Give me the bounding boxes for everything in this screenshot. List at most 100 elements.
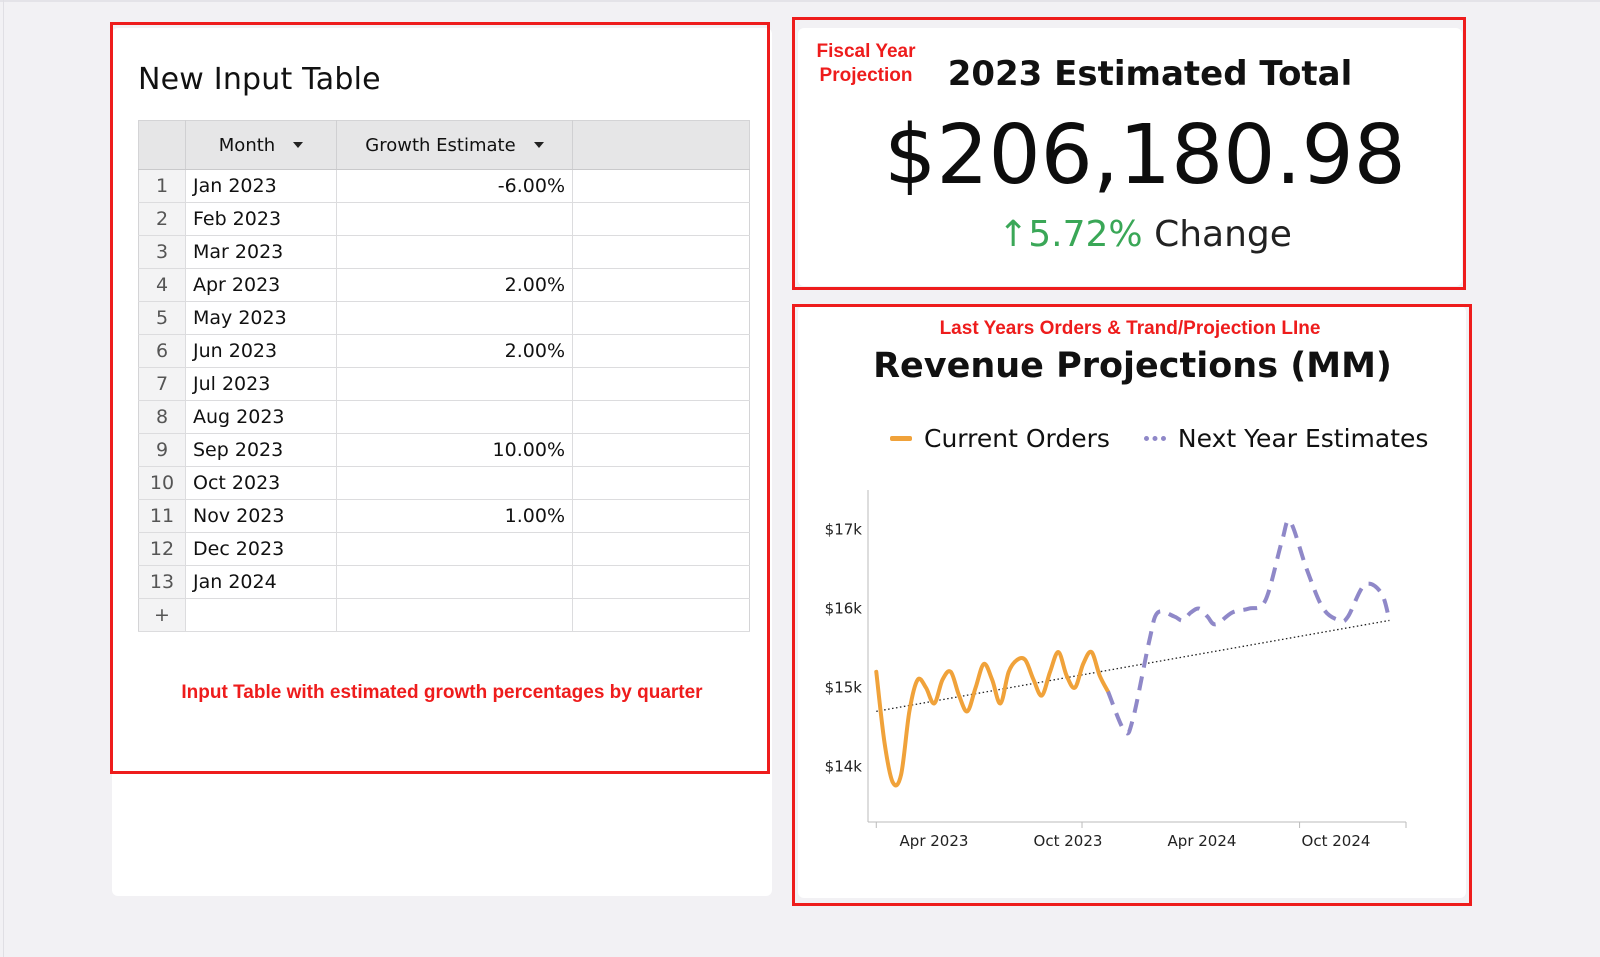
cell-growth-estimate[interactable]: 2.00% <box>336 268 573 302</box>
chart-legend[interactable]: Current Orders Next Year Estimates <box>890 424 1428 453</box>
cell-empty[interactable] <box>572 169 750 203</box>
cell-growth-estimate[interactable] <box>336 532 573 566</box>
table-row[interactable]: 12 Dec 2023 <box>138 532 750 566</box>
kpi-change: ↑5.72% Change <box>810 214 1460 255</box>
kpi-title: 2023 Estimated Total <box>947 54 1353 94</box>
cell-growth-estimate[interactable]: -6.00% <box>336 169 573 203</box>
cell-month[interactable]: Sep 2023 <box>185 433 337 467</box>
cell-month[interactable]: Aug 2023 <box>185 400 337 434</box>
cell-growth-estimate[interactable] <box>336 565 573 599</box>
cell-growth-estimate[interactable]: 1.00% <box>336 499 573 533</box>
cell-month[interactable]: Oct 2023 <box>185 466 337 500</box>
table-row[interactable]: 9 Sep 2023 10.00% <box>138 433 750 467</box>
row-number: 3 <box>138 235 186 269</box>
kpi-card <box>798 28 1462 286</box>
row-number: 5 <box>138 301 186 335</box>
trend-line <box>876 619 1390 712</box>
cell-month[interactable]: Apr 2023 <box>185 268 337 302</box>
chart-title: Revenue Projections (MM) <box>873 346 1392 386</box>
table-row[interactable]: 1 Jan 2023 -6.00% <box>138 169 750 203</box>
column-header-growth[interactable]: Growth Estimate <box>336 120 573 170</box>
add-row[interactable]: + <box>138 598 750 632</box>
table-row[interactable]: 3 Mar 2023 <box>138 235 750 269</box>
cell-month[interactable]: Mar 2023 <box>185 235 337 269</box>
cell-growth-estimate[interactable]: 2.00% <box>336 334 573 368</box>
table-row[interactable]: 13 Jan 2024 <box>138 565 750 599</box>
cell-empty[interactable] <box>185 598 337 632</box>
cell-growth-estimate[interactable]: 10.00% <box>336 433 573 467</box>
cell-month[interactable]: May 2023 <box>185 301 337 335</box>
cell-month[interactable]: Jul 2023 <box>185 367 337 401</box>
legend-item-current-orders[interactable]: Current Orders <box>890 424 1110 453</box>
cell-growth-estimate[interactable] <box>336 235 573 269</box>
y-tick-label: $14k <box>825 758 863 776</box>
input-table-highlight <box>110 22 770 774</box>
cell-month[interactable]: Feb 2023 <box>185 202 337 236</box>
table-row[interactable]: 6 Jun 2023 2.00% <box>138 334 750 368</box>
cell-month[interactable]: Jan 2023 <box>185 169 337 203</box>
legend-item-next-year[interactable]: Next Year Estimates <box>1143 424 1428 453</box>
chevron-down-icon[interactable] <box>533 142 544 148</box>
row-number: 6 <box>138 334 186 368</box>
empty-column-header <box>572 120 750 170</box>
table-row[interactable]: 11 Nov 2023 1.00% <box>138 499 750 533</box>
input-table-annotation: Input Table with estimated growth percen… <box>181 682 703 703</box>
cell-growth-estimate[interactable] <box>336 466 573 500</box>
cell-growth-estimate[interactable] <box>336 367 573 401</box>
cell-empty[interactable] <box>572 400 750 434</box>
table-header-row: Month Growth Estimate <box>138 120 750 170</box>
cell-empty[interactable] <box>572 367 750 401</box>
cell-growth-estimate[interactable] <box>336 301 573 335</box>
arrow-up-icon: ↑ <box>998 214 1029 255</box>
row-number: 9 <box>138 433 186 467</box>
table-row[interactable]: 5 May 2023 <box>138 301 750 335</box>
cell-empty[interactable] <box>572 433 750 467</box>
add-row-icon[interactable]: + <box>138 598 186 632</box>
table-row[interactable]: 4 Apr 2023 2.00% <box>138 268 750 302</box>
cell-empty[interactable] <box>572 499 750 533</box>
column-header-month-label: Month <box>218 134 276 156</box>
row-number: 8 <box>138 400 186 434</box>
cell-empty[interactable] <box>572 466 750 500</box>
y-tick-label: $15k <box>825 679 863 697</box>
cell-empty[interactable] <box>572 334 750 368</box>
legend-swatch-current-orders <box>890 436 912 441</box>
column-header-month[interactable]: Month <box>185 120 337 170</box>
cell-growth-estimate[interactable] <box>336 202 573 236</box>
table-row[interactable]: 7 Jul 2023 <box>138 367 750 401</box>
kpi-change-percent: 5.72% <box>1028 214 1143 255</box>
legend-label-current-orders: Current Orders <box>924 424 1110 453</box>
table-row[interactable]: 10 Oct 2023 <box>138 466 750 500</box>
cell-month[interactable]: Jun 2023 <box>185 334 337 368</box>
cell-month[interactable]: Dec 2023 <box>185 532 337 566</box>
cell-empty[interactable] <box>572 202 750 236</box>
cell-empty[interactable] <box>572 235 750 269</box>
row-number-header <box>138 120 186 170</box>
cell-month[interactable]: Jan 2024 <box>185 565 337 599</box>
cell-empty[interactable] <box>572 532 750 566</box>
cell-growth-estimate[interactable] <box>336 400 573 434</box>
cell-empty[interactable] <box>572 301 750 335</box>
cell-empty[interactable] <box>572 565 750 599</box>
input-table-title: New Input Table <box>138 62 381 97</box>
cell-empty[interactable] <box>572 598 750 632</box>
y-tick-label: $17k <box>825 521 863 539</box>
kpi-change-label: Change <box>1154 214 1292 255</box>
kpi-value: $206,180.98 <box>884 108 1406 203</box>
table-row[interactable]: 2 Feb 2023 <box>138 202 750 236</box>
revenue-line-chart[interactable]: $14k $15k $16k $17k Apr 2023 Oct 2023 Apr 2024… <box>800 470 1460 870</box>
kpi-annotation: Fiscal Year Projection <box>806 40 926 88</box>
chart-highlight <box>792 304 1472 906</box>
row-number: 7 <box>138 367 186 401</box>
cell-empty[interactable] <box>336 598 573 632</box>
chevron-down-icon[interactable] <box>293 142 304 148</box>
x-tick-label: Apr 2024 <box>1168 832 1237 850</box>
cell-month[interactable]: Nov 2023 <box>185 499 337 533</box>
input-table[interactable]: Month Growth Estimate 1 Jan 2023 -6.00% 2 Fe… <box>138 120 750 632</box>
series-next-year-line <box>1106 518 1392 736</box>
table-row[interactable]: 8 Aug 2023 <box>138 400 750 434</box>
cell-empty[interactable] <box>572 268 750 302</box>
kpi-annotation-line1: Fiscal Year <box>816 41 916 62</box>
row-number: 10 <box>138 466 186 500</box>
chart-card <box>798 306 1466 898</box>
